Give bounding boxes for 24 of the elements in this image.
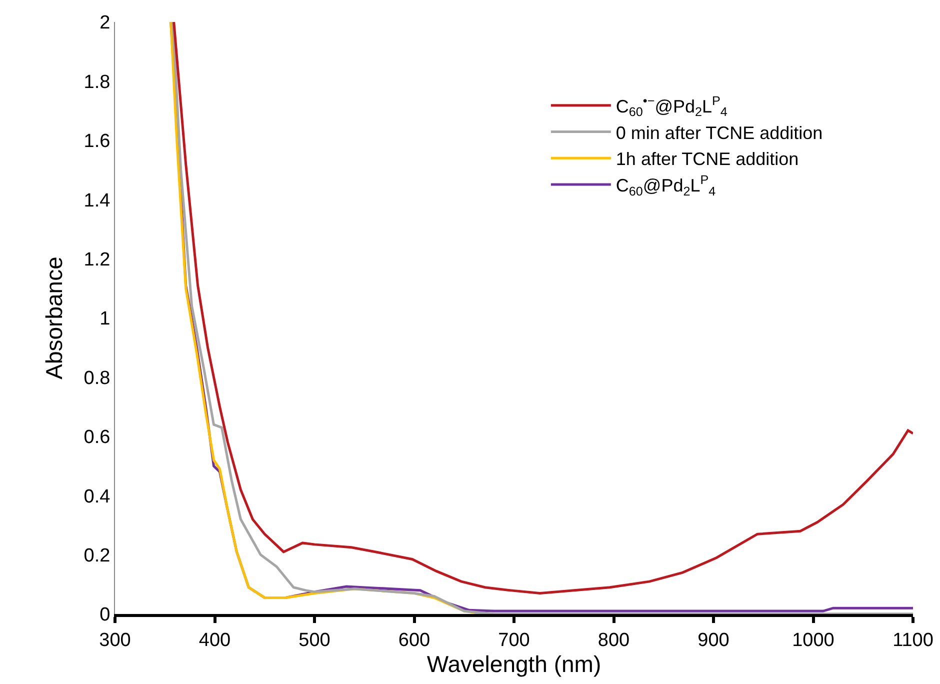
y-tick-label: 0 [100,604,110,626]
legend-label: 0 min after TCNE addition [616,122,823,143]
y-tick-label: 2 [100,12,110,34]
x-tick-label: 1000 [792,630,834,651]
x-tick-label: 700 [498,630,530,651]
y-tick-label: 1 [100,308,110,330]
y-tick-label: 0.4 [84,486,111,508]
x-tick-label: 300 [99,630,131,651]
x-tick-label: 1100 [892,630,934,651]
legend-label: 1h after TCNE addition [616,149,799,170]
x-axis-title: Wavelength (nm) [426,650,602,677]
y-tick-label: 1.6 [84,131,110,152]
y-axis-title: Absorbance [41,256,68,380]
y-tick-label: 1.2 [84,249,110,270]
x-tick-label: 500 [298,630,330,651]
y-tick-label: 1.8 [84,72,110,93]
y-tick-label: 0.6 [84,427,110,448]
x-tick-label: 900 [698,630,730,651]
x-tick-label: 800 [598,630,630,651]
x-tick-label: 600 [398,630,430,651]
x-tick-label: 400 [198,630,231,651]
y-tick-label: 1.4 [84,190,111,212]
y-tick-label: 0.2 [84,545,110,566]
y-tick-label: 0.8 [84,368,110,389]
